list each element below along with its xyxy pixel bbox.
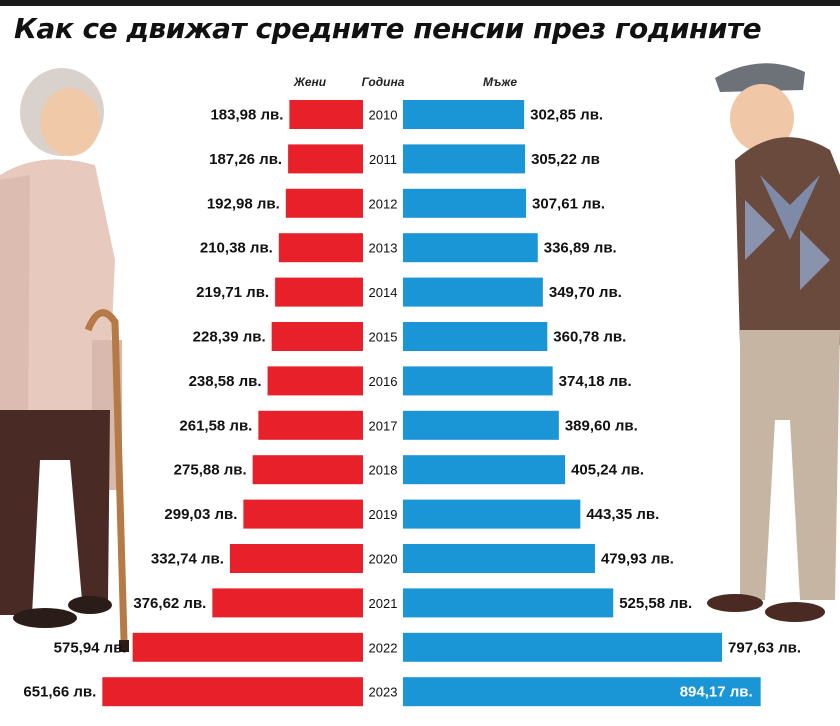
year-label: 2016 [369, 374, 398, 389]
women-value-label: 183,98 лв. [210, 107, 283, 124]
women-value-label: 187,26 лв. [209, 151, 282, 168]
men-value-label: 797,63 лв. [728, 639, 801, 656]
year-label: 2014 [369, 285, 398, 300]
men-bar [403, 499, 581, 529]
men-bar [403, 588, 614, 618]
women-bar [212, 588, 363, 618]
women-bar [102, 677, 363, 707]
women-value-label: 299,03 лв. [164, 506, 237, 523]
men-value-label: 374,18 лв. [559, 373, 632, 390]
year-label: 2021 [369, 596, 398, 611]
women-bar [275, 277, 363, 307]
women-bar [271, 322, 363, 351]
women-value-label: 575,94 лв. [54, 639, 127, 656]
men-bar [403, 188, 527, 218]
year-label: 2020 [369, 552, 398, 567]
women-value-label: 261,58 лв. [179, 417, 252, 434]
men-value-label: 360,78 лв. [553, 329, 626, 346]
women-value-label: 332,74 лв. [151, 551, 224, 568]
elderly-man-illustration [707, 63, 840, 622]
year-label: 2010 [369, 108, 398, 123]
men-bar [403, 144, 526, 174]
men-bar [403, 632, 723, 662]
women-value-label: 376,62 лв. [133, 595, 206, 612]
chart-title: Как се движат средните пенсии през годин… [14, 12, 762, 45]
women-bar [229, 544, 363, 573]
women-value-label: 238,58 лв. [189, 373, 262, 390]
men-value-label: 405,24 лв. [571, 462, 644, 479]
men-bar [403, 544, 595, 573]
men-value-label: 302,85 лв. [530, 107, 603, 124]
year-label: 2015 [369, 330, 398, 345]
women-column-header: Жени [293, 75, 327, 89]
top-rule [0, 0, 840, 6]
women-value-label: 219,71 лв. [196, 284, 269, 301]
women-bar [132, 632, 363, 662]
women-value-label: 275,88 лв. [174, 462, 247, 479]
women-bar [258, 410, 363, 440]
women-bar [243, 499, 363, 529]
year-label: 2019 [369, 507, 398, 522]
men-value-label: 894,17 лв. [680, 684, 753, 701]
year-label: 2017 [369, 418, 398, 433]
women-value-label: 228,39 лв. [193, 329, 266, 346]
year-label: 2018 [369, 463, 398, 478]
women-bar [285, 188, 363, 218]
men-value-label: 336,89 лв. [544, 240, 617, 257]
men-bar [403, 233, 538, 263]
men-column-header: Мъже [483, 75, 517, 89]
men-value-label: 389,60 лв. [565, 417, 638, 434]
men-bar [403, 100, 525, 129]
elderly-woman-illustration [0, 68, 129, 652]
women-bar [267, 366, 363, 396]
year-label: 2012 [369, 196, 398, 211]
men-bar [403, 677, 761, 707]
men-bar [403, 277, 543, 307]
year-label: 2023 [369, 685, 398, 700]
women-bar [278, 233, 363, 263]
year-column-header: Година [361, 75, 405, 89]
men-bar [403, 410, 559, 440]
women-value-label: 210,38 лв. [200, 240, 273, 257]
men-bar [403, 455, 566, 485]
women-bar [289, 100, 363, 129]
women-value-label: 192,98 лв. [207, 195, 280, 212]
year-label: 2022 [369, 640, 398, 655]
women-value-label: 651,66 лв. [23, 684, 96, 701]
men-value-label: 349,70 лв. [549, 284, 622, 301]
men-value-label: 443,35 лв. [586, 506, 659, 523]
men-bar [403, 366, 553, 396]
men-value-label: 525,58 лв. [619, 595, 692, 612]
year-label: 2013 [369, 241, 398, 256]
men-value-label: 305,22 лв [531, 151, 600, 168]
women-bar [288, 144, 363, 174]
men-bar [403, 322, 548, 351]
men-value-label: 479,93 лв. [601, 551, 674, 568]
year-label: 2011 [369, 152, 397, 167]
men-value-label: 307,61 лв. [532, 195, 605, 212]
women-bar [252, 455, 363, 485]
